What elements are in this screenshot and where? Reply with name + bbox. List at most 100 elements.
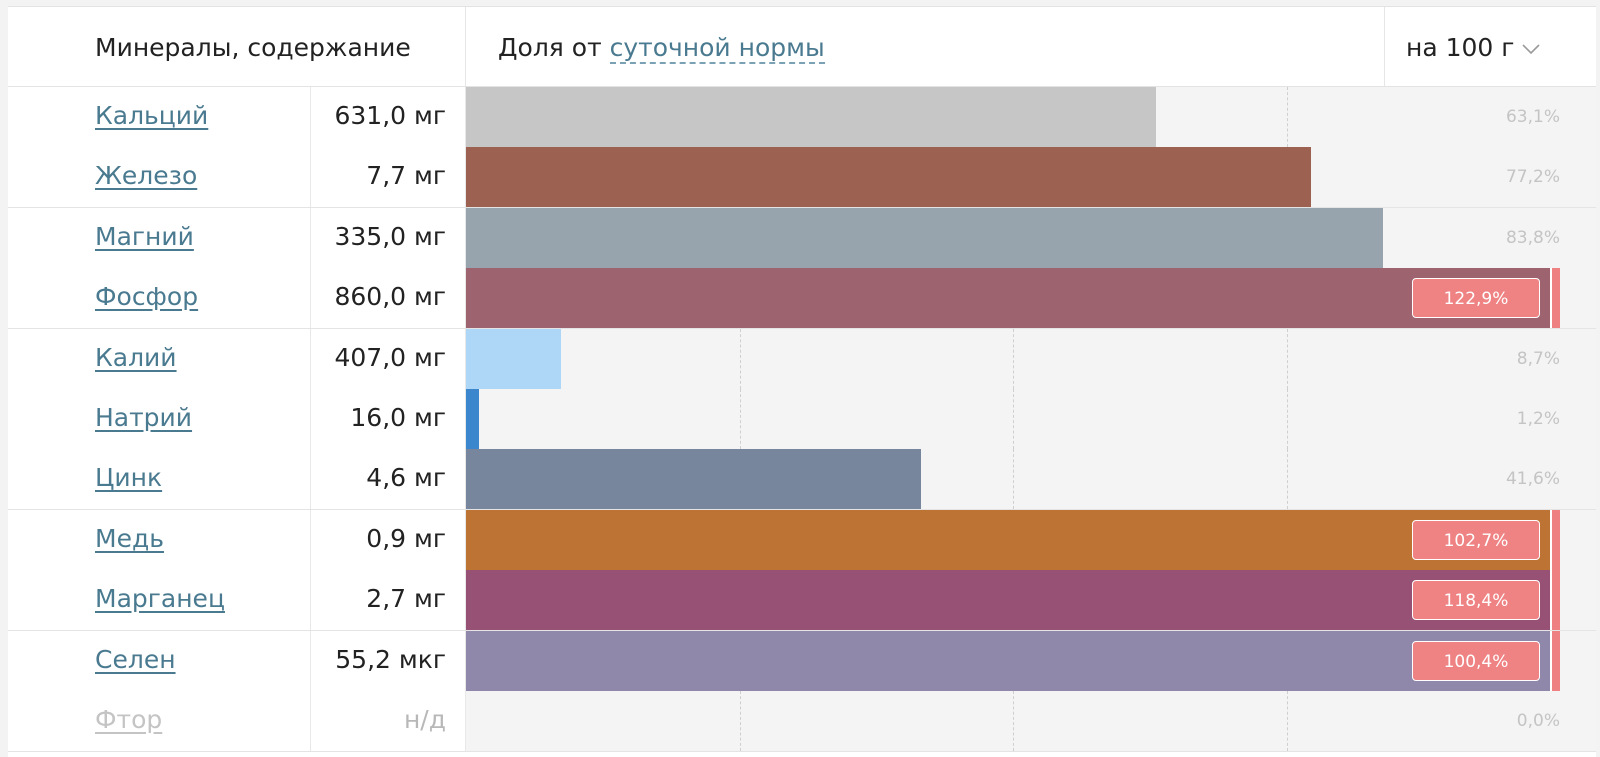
daily-norm-bar <box>466 630 1560 691</box>
per-amount-dropdown[interactable]: на 100 г <box>1384 7 1596 87</box>
grid-line <box>1013 449 1014 510</box>
mineral-name-cell: Калий <box>8 328 310 389</box>
mineral-link[interactable]: Калий <box>95 342 177 372</box>
daily-norm-link[interactable]: суточной нормы <box>609 33 825 64</box>
mineral-amount: 4,6 мг <box>366 463 446 493</box>
mineral-row: Фтор н/д 0,0% <box>8 691 1596 752</box>
mineral-name-cell: Фтор <box>8 691 310 751</box>
daily-norm-bar <box>466 268 1560 329</box>
mineral-name-cell: Медь <box>8 509 310 570</box>
mineral-name-cell: Магний <box>8 207 310 268</box>
daily-norm-track: 77,2% <box>466 147 1596 208</box>
mineral-row: Фосфор 860,0 мг 122,9% <box>8 268 1596 330</box>
mineral-link[interactable]: Фтор <box>95 705 163 734</box>
daily-norm-bar <box>466 87 1157 147</box>
mineral-link[interactable]: Фосфор <box>95 282 199 312</box>
percent-label: 1,2% <box>1516 409 1560 429</box>
daily-norm-track: 102,7% <box>466 509 1596 570</box>
over-norm-percent-badge: 118,4% <box>1412 580 1540 621</box>
mineral-name-cell: Железо <box>8 147 310 208</box>
percent-label: 41,6% <box>1505 469 1560 490</box>
daily-norm-bar <box>466 207 1383 268</box>
header-bottom-border <box>8 86 1596 87</box>
mineral-row: Марганец 2,7 мг 118,4% <box>8 570 1596 632</box>
grid-line <box>1013 389 1014 449</box>
over-norm-marker <box>1550 630 1560 691</box>
mineral-value-cell: 860,0 мг <box>310 268 466 329</box>
mineral-value-cell: 7,7 мг <box>310 147 466 208</box>
mineral-name-cell: Марганец <box>8 570 310 631</box>
mineral-name-cell: Фосфор <box>8 268 310 329</box>
percent-label: 8,7% <box>1516 348 1560 369</box>
daily-norm-track: 118,4% <box>466 570 1596 631</box>
mineral-value-cell: 631,0 мг <box>310 87 466 147</box>
grid-line <box>1013 691 1014 751</box>
mineral-amount: 407,0 мг <box>334 342 446 372</box>
table-header: Минералы, содержание Доля от суточной но… <box>8 7 1596 87</box>
over-norm-marker <box>1550 509 1560 570</box>
grid-line <box>1287 389 1288 449</box>
percent-label: 63,1% <box>1505 107 1560 127</box>
daily-norm-track: 83,8% <box>466 207 1596 268</box>
percent-label: 0,0% <box>1516 711 1560 731</box>
daily-norm-track: 100,4% <box>466 630 1596 691</box>
daily-norm-track: 8,7% <box>466 328 1596 389</box>
mineral-value-cell: 407,0 мг <box>310 328 466 389</box>
daily-norm-bar <box>466 570 1560 631</box>
mineral-amount: 7,7 мг <box>366 161 446 191</box>
grid-line <box>740 328 741 389</box>
mineral-link[interactable]: Селен <box>95 644 176 674</box>
daily-norm-bar <box>466 509 1560 570</box>
over-norm-percent-badge: 102,7% <box>1412 519 1540 560</box>
mineral-value-cell: 0,9 мг <box>310 509 466 570</box>
minerals-panel: Минералы, содержание Доля от суточной но… <box>8 6 1596 757</box>
mineral-amount: 16,0 мг <box>350 403 446 432</box>
mineral-value-cell: 4,6 мг <box>310 449 466 510</box>
over-norm-marker <box>1550 268 1560 329</box>
mineral-value-cell: н/д <box>310 691 466 751</box>
mineral-row: Железо 7,7 мг 77,2% <box>8 147 1596 209</box>
column-title-minerals: Минералы, содержание <box>95 33 411 62</box>
grid-line <box>1287 328 1288 389</box>
mineral-link[interactable]: Магний <box>95 221 194 251</box>
mineral-row: Цинк 4,6 мг 41,6% <box>8 449 1596 511</box>
mineral-link[interactable]: Цинк <box>95 463 163 493</box>
daily-norm-track: 63,1% <box>466 87 1596 147</box>
mineral-value-cell: 2,7 мг <box>310 570 466 631</box>
over-norm-percent-badge: 122,9% <box>1412 278 1540 319</box>
header-divider <box>465 7 466 87</box>
mineral-amount: 860,0 мг <box>334 282 446 312</box>
daily-norm-bar <box>466 328 562 389</box>
mineral-link[interactable]: Железо <box>95 161 198 191</box>
daily-norm-track: 1,2% <box>466 389 1596 449</box>
mineral-value-cell: 16,0 мг <box>310 389 466 449</box>
per-amount-label: на 100 г <box>1406 33 1515 62</box>
mineral-name-cell: Селен <box>8 630 310 691</box>
mineral-amount: 55,2 мкг <box>335 644 446 674</box>
mineral-amount: 631,0 мг <box>334 101 446 130</box>
mineral-value-cell: 335,0 мг <box>310 207 466 268</box>
daily-norm-bar <box>466 147 1311 208</box>
mineral-row: Медь 0,9 мг 102,7% <box>8 509 1596 571</box>
grid-line <box>1013 328 1014 389</box>
daily-share-prefix: Доля от <box>498 33 610 62</box>
chevron-down-icon <box>1522 44 1540 55</box>
mineral-name-cell: Цинк <box>8 449 310 510</box>
grid-line <box>740 691 741 751</box>
mineral-link[interactable]: Натрий <box>95 403 193 432</box>
mineral-name-cell: Кальций <box>8 87 310 147</box>
mineral-link[interactable]: Медь <box>95 523 164 553</box>
percent-label: 77,2% <box>1505 167 1560 188</box>
daily-norm-track: 41,6% <box>466 449 1596 510</box>
mineral-link[interactable]: Кальций <box>95 101 209 130</box>
mineral-amount: 0,9 мг <box>366 523 446 553</box>
mineral-amount: 335,0 мг <box>334 221 446 251</box>
daily-norm-bar <box>466 449 922 510</box>
over-norm-percent-badge: 100,4% <box>1412 640 1540 681</box>
grid-line <box>740 389 741 449</box>
grid-line <box>1287 449 1288 510</box>
mineral-row: Магний 335,0 мг 83,8% <box>8 207 1596 269</box>
mineral-row: Селен 55,2 мкг 100,4% <box>8 630 1596 692</box>
mineral-link[interactable]: Марганец <box>95 584 225 614</box>
daily-norm-track: 0,0% <box>466 691 1596 751</box>
